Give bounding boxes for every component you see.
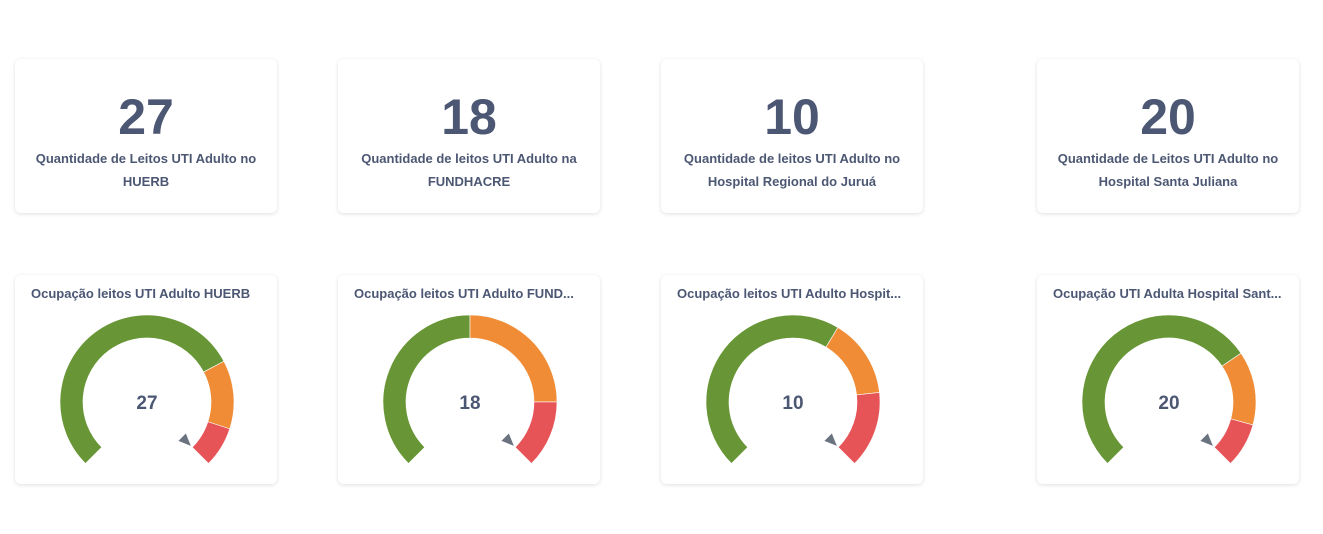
gauge-segment-green [59,314,225,464]
scalar-value: 20 [1140,89,1196,145]
gauge-card-santa-juliana[interactable]: Ocupação UTI Adulta Hospital Sant... 20 [1037,275,1299,484]
scalar-label: Quantidade de leitos UTI Adulto na FUNDH… [361,151,577,189]
gauge-segment-orange [203,360,235,430]
scalar-value: 18 [441,89,497,145]
gauge-segment-orange [469,314,558,403]
scalar-card-fundhacre[interactable]: 18 Quantidade de leitos UTI Adulto na FU… [338,59,600,213]
gauge-segment-red [514,401,558,464]
gauge-segment-green [705,314,839,464]
scalar-label: Quantidade de Leitos UTI Adulto no Hospi… [1057,151,1279,189]
gauge-value: 20 [1158,393,1179,414]
gauge-segment-green [382,314,471,464]
gauge-chart: 18 [382,314,558,464]
gauge-segment-orange [825,327,880,396]
gauge-card-fundhacre[interactable]: Ocupação leitos UTI Adulto FUND... 18 [338,275,600,484]
gauge-chart: 20 [1081,314,1257,464]
gauge-value: 10 [782,393,803,414]
gauge-needle-icon [501,433,514,446]
gauge-needle-icon [824,433,837,446]
gauge-segment-orange [1221,352,1257,426]
gauge-card-huerb[interactable]: Ocupação leitos UTI Adulto HUERB 27 [15,275,277,484]
gauge-segment-red [191,421,231,464]
scalar-label: Quantidade de Leitos UTI Adulto no HUERB [35,151,257,189]
gauge-needle-icon [178,433,191,446]
gauge-needle-icon [1200,433,1213,446]
scalar-card-hospital-regional-jurua[interactable]: 10 Quantidade de leitos UTI Adulto no Ho… [661,59,923,213]
scalar-card-hospital-santa-juliana[interactable]: 20 Quantidade de Leitos UTI Adulto no Ho… [1037,59,1299,213]
gauge-segment-red [1213,418,1254,464]
gauge-segment-green [1081,314,1242,464]
gauge-chart: 10 [705,314,881,464]
gauge-card-hospital-regional[interactable]: Ocupação leitos UTI Adulto Hospit... 10 [661,275,923,484]
gauge-chart: 27 [59,314,235,464]
gauge-value: 18 [459,393,480,414]
gauge-value: 27 [136,393,157,414]
scalar-card-huerb[interactable]: 27 Quantidade de Leitos UTI Adulto no HU… [15,59,277,213]
gauge-segment-red [837,392,881,464]
scalar-label: Quantidade de leitos UTI Adulto no Hospi… [683,151,901,189]
scalar-value: 10 [764,89,820,145]
scalar-value: 27 [118,89,174,145]
